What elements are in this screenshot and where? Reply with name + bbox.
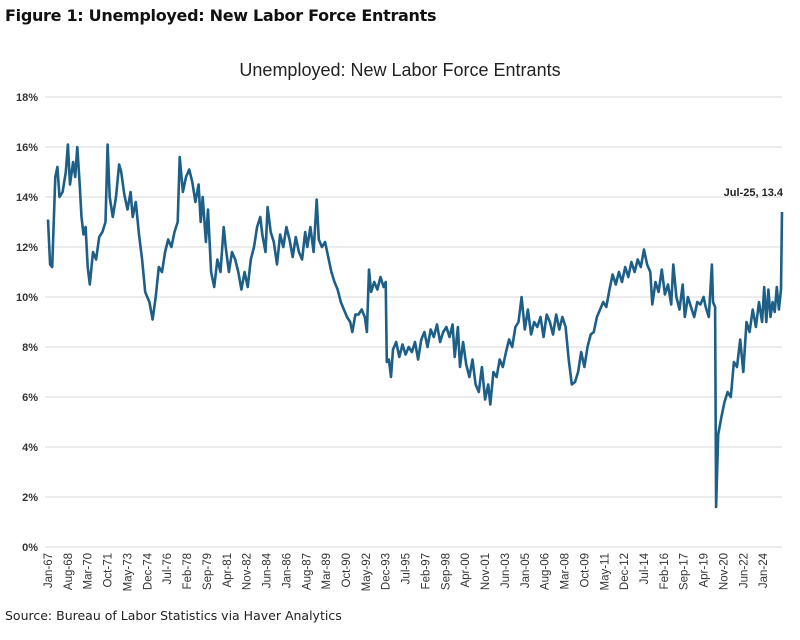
- y-tick-label: 2%: [22, 492, 38, 504]
- series-line: [46, 143, 784, 509]
- x-tick-label: Jul-76: [162, 553, 174, 584]
- x-tick-label: Dec-93: [381, 553, 393, 590]
- x-tick-label: Oct-09: [579, 553, 591, 588]
- x-tick-label: Feb-97: [420, 553, 432, 589]
- y-axis-ticks: 0% 2% 4% 6% 8% 10% 12% 14% 16% 18%: [16, 92, 38, 554]
- y-tick-label: 12%: [16, 242, 38, 254]
- x-tick-label: Jun-84: [262, 552, 274, 588]
- x-tick-label: Nov-20: [718, 553, 730, 590]
- x-tick-label: Mar-08: [560, 553, 572, 589]
- x-tick-label: Aug-87: [301, 553, 313, 590]
- x-tick-label: Jan-05: [520, 553, 532, 588]
- x-tick-label: Nov-01: [480, 553, 492, 590]
- x-tick-label: Jan-67: [43, 553, 55, 588]
- x-tick-label: Mar-89: [321, 553, 333, 589]
- x-tick-label: Jul-95: [401, 553, 413, 584]
- x-tick-label: Sep-17: [679, 553, 691, 590]
- x-tick-label: Jan-24: [758, 552, 770, 588]
- x-tick-label: Oct-90: [341, 553, 353, 588]
- x-tick-label: Apr-19: [699, 553, 711, 588]
- x-tick-label: Jun-03: [500, 553, 512, 588]
- last-value-annotation: Jul-25, 13.4: [724, 187, 784, 199]
- x-axis-ticks: Jan-67 Aug-68 Mar-70 Oct-71 May-73 Dec-74 Jul-…: [43, 552, 770, 591]
- y-tick-label: 4%: [22, 442, 38, 454]
- x-tick-label: Oct-71: [103, 553, 115, 588]
- x-tick-label: Dec-12: [619, 553, 631, 590]
- y-tick-label: 10%: [16, 292, 38, 304]
- x-tick-label: Dec-74: [142, 552, 154, 590]
- x-tick-label: Sep-79: [202, 553, 214, 590]
- x-tick-label: Aug-06: [540, 553, 552, 590]
- y-tick-label: 8%: [22, 342, 38, 354]
- source-note: Source: Bureau of Labor Statistics via H…: [5, 608, 342, 623]
- x-tick-label: May-73: [122, 553, 134, 591]
- gridlines: [45, 96, 782, 548]
- x-tick-label: Aug-68: [63, 553, 75, 590]
- x-tick-label: Sep-98: [440, 553, 452, 590]
- x-tick-label: May-92: [361, 553, 373, 591]
- figure-title: Figure 1: Unemployed: New Labor Force En…: [5, 6, 437, 25]
- y-tick-label: 16%: [16, 142, 38, 154]
- x-tick-label: Feb-78: [182, 553, 194, 589]
- y-tick-label: 14%: [16, 192, 38, 204]
- x-tick-label: Jan-86: [281, 553, 293, 588]
- x-tick-label: Apr-81: [222, 553, 234, 588]
- x-tick-label: Feb-16: [659, 553, 671, 589]
- x-tick-label: Apr-00: [460, 553, 472, 588]
- y-tick-label: 0%: [22, 542, 38, 554]
- x-tick-label: Jun-22: [738, 553, 750, 588]
- chart-title: Unemployed: New Labor Force Entrants: [239, 60, 560, 80]
- x-tick-label: Jul-14: [639, 552, 651, 584]
- x-tick-label: May-11: [599, 553, 611, 591]
- x-tick-label: Nov-82: [242, 553, 254, 590]
- y-tick-label: 6%: [22, 392, 38, 404]
- x-tick-label: Mar-70: [83, 553, 95, 589]
- y-tick-label: 18%: [16, 92, 38, 104]
